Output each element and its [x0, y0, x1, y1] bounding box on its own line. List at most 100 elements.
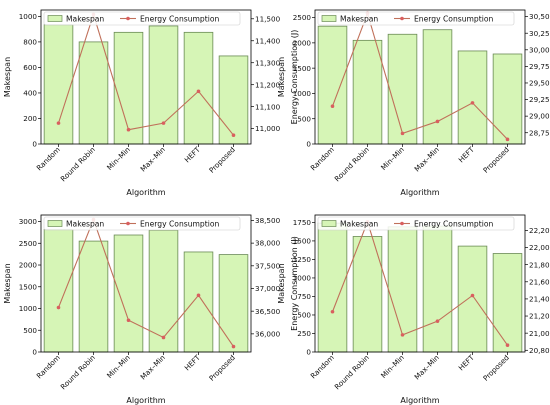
energy-line	[331, 220, 508, 346]
y2-tick-label: 38,500	[255, 216, 281, 225]
x-tick-label: Min–Min	[105, 353, 132, 380]
plot-frame	[314, 9, 526, 145]
bar-makespan-4	[148, 229, 179, 353]
bar-makespan-2	[78, 240, 109, 353]
y-tick-label: 400	[23, 89, 37, 98]
y2-tick-label: 30,000	[529, 45, 550, 54]
y-tick-label: 2500	[293, 13, 312, 22]
y-tick-label: 1000	[19, 12, 38, 21]
energy-line	[57, 217, 234, 347]
y-tick-label: 0	[306, 348, 311, 357]
y-tick-label: 500	[297, 311, 311, 320]
y2-tick-label: 29,500	[529, 79, 550, 88]
y2-tick-label: 29,000	[529, 112, 550, 121]
y-tick-label: 500	[297, 114, 311, 123]
y2-tick-label: 30,250	[529, 29, 550, 38]
bar-makespan-3	[113, 31, 144, 145]
y2-tick-label: 11,200	[255, 80, 281, 89]
y2-tick-label: 21,200	[529, 312, 550, 321]
plot-frame	[314, 214, 526, 353]
bar-makespan-1	[43, 24, 74, 145]
legend: Makespan Energy Consumption	[317, 11, 515, 26]
y2-tick-label: 38,000	[255, 239, 281, 248]
y-tick-label: 2000	[293, 38, 312, 47]
energy-point-5	[196, 293, 201, 298]
y-tick-label: 200	[23, 114, 37, 123]
legend-box	[43, 11, 241, 26]
y2-tick-label: 36,500	[255, 307, 281, 316]
legend-marker-energy	[126, 221, 130, 226]
energy-point-5	[470, 293, 475, 298]
y2-axis-label: Energy Consumption (J)	[290, 30, 299, 125]
energy-point-1	[330, 104, 335, 108]
y2-tick-label: 11,000	[255, 124, 281, 133]
x-tick-label: Max–Min	[138, 353, 166, 381]
energy-point-6	[505, 137, 510, 142]
energy-line	[331, 11, 508, 140]
x-tick-label: Proposed	[481, 145, 511, 175]
chart-panel-1: 0 200 400 600 800 1000 11,000 11,100 11,200 11,30…	[3, 9, 299, 197]
x-tick-label: Max–Min	[412, 145, 440, 173]
x-axis-label: Algorithm	[126, 188, 165, 197]
plot-frame	[40, 214, 252, 353]
bar-makespan-6	[492, 53, 523, 145]
energy-point-3	[126, 318, 131, 323]
legend-label-energy: Energy Consumption	[414, 220, 493, 229]
y2-tick-label: 11,100	[255, 102, 281, 111]
y2-tick-label: 21,600	[529, 277, 550, 286]
x-tick-label: Round Robin	[333, 353, 371, 391]
x-tick-label: Random	[309, 353, 336, 380]
y2-tick-label: 20,800	[529, 346, 550, 355]
x-tick-label: HEFT	[183, 353, 203, 373]
x-tick-label: Round Robin	[59, 145, 97, 183]
y2-tick-label: 11,300	[255, 58, 281, 67]
x-tick-label: Max–Min	[138, 145, 166, 173]
y2-tick-label: 30,500	[529, 12, 550, 21]
y-tick-label: 1500	[19, 282, 38, 291]
y2-tick-label: 11,500	[255, 14, 281, 23]
x-tick-label: Min–Min	[379, 353, 406, 380]
bar-makespan-2	[78, 41, 109, 145]
bar-makespan-2	[352, 39, 383, 145]
y-axis-label: Makespan	[3, 263, 12, 303]
energy-point-1	[56, 121, 61, 125]
legend-label-makespan: Makespan	[66, 15, 104, 24]
x-axis-label: Algorithm	[400, 188, 439, 197]
legend-marker-energy	[400, 16, 404, 21]
x-tick-label: Proposed	[207, 145, 237, 175]
x-tick-label: HEFT	[457, 353, 477, 373]
y2-tick-label: 37,000	[255, 284, 281, 293]
x-tick-label: Round Robin	[59, 353, 97, 391]
bar-makespan-6	[492, 253, 523, 353]
chart-panel-3: 0 500 1000 1500 2000 2500 3000 36,000 36,500 37,0…	[3, 214, 299, 405]
y-tick-label: 1500	[293, 64, 312, 73]
legend-swatch-makespan	[47, 220, 63, 227]
y-tick-label: 1000	[293, 274, 312, 283]
legend: Makespan Energy Consumption	[43, 11, 241, 26]
energy-point-5	[470, 101, 475, 105]
bar-makespan-1	[317, 25, 348, 145]
y-tick-label: 600	[23, 63, 37, 72]
y-tick-label: 0	[32, 348, 37, 357]
legend-swatch-makespan	[321, 220, 337, 227]
legend: Makespan Energy Consumption	[43, 216, 241, 231]
legend-label-makespan: Makespan	[340, 15, 378, 24]
x-tick-label: Min–Min	[105, 145, 132, 172]
legend: Makespan Energy Consumption	[317, 216, 515, 231]
legend-label-energy: Energy Consumption	[140, 220, 219, 229]
energy-point-6	[505, 343, 510, 347]
y2-tick-label: 22,000	[529, 243, 550, 252]
bar-makespan-2	[352, 236, 383, 353]
y2-tick-label: 29,250	[529, 95, 550, 104]
y2-tick-label: 36,000	[255, 329, 281, 338]
x-tick-label: Proposed	[481, 353, 511, 383]
legend-swatch-makespan	[47, 15, 63, 22]
energy-point-3	[126, 127, 131, 132]
bar-makespan-5	[183, 251, 214, 353]
y-tick-label: 2500	[19, 239, 38, 248]
x-tick-label: Random	[309, 145, 336, 172]
y2-tick-label: 21,800	[529, 260, 550, 269]
y2-tick-label: 11,400	[255, 36, 281, 45]
legend-marker-energy	[400, 221, 404, 226]
x-tick-label: Round Robin	[333, 145, 371, 183]
